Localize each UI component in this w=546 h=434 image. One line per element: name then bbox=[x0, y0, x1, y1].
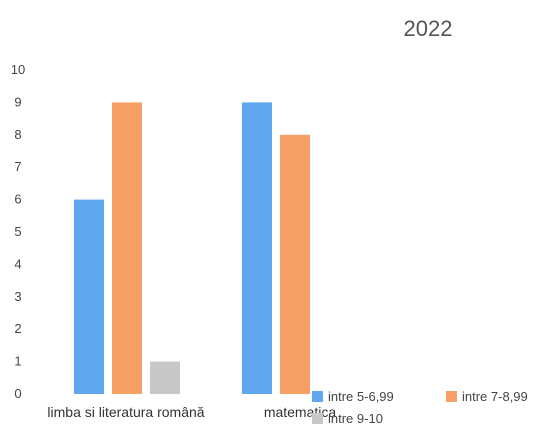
y-tick-label: 8 bbox=[14, 127, 21, 142]
y-tick-label: 0 bbox=[14, 386, 21, 401]
y-tick-label: 4 bbox=[14, 256, 21, 271]
bar bbox=[280, 134, 310, 395]
y-tick-label: 10 bbox=[11, 62, 25, 77]
y-tick-label: 9 bbox=[14, 94, 21, 109]
bar bbox=[74, 199, 104, 394]
y-tick-label: 1 bbox=[14, 354, 21, 369]
chart-title: 2022 bbox=[404, 16, 453, 41]
legend-swatch bbox=[446, 391, 457, 402]
plot-area bbox=[74, 102, 310, 395]
y-axis: 0 1 2 3 4 5 6 7 8 9 10 bbox=[11, 62, 25, 401]
y-tick-label: 3 bbox=[14, 289, 21, 304]
y-tick-label: 7 bbox=[14, 159, 21, 174]
legend-swatch bbox=[312, 413, 323, 424]
y-tick-label: 2 bbox=[14, 321, 21, 336]
legend: intre 5-6,99 intre 7-8,99 intre 9-10 bbox=[312, 389, 528, 426]
legend-swatch bbox=[312, 391, 323, 402]
bar bbox=[242, 102, 272, 395]
y-tick-label: 5 bbox=[14, 224, 21, 239]
x-category-label: limba si literatura română bbox=[47, 404, 204, 420]
x-category-label: matematica bbox=[264, 404, 337, 420]
legend-label: intre 5-6,99 bbox=[328, 389, 394, 404]
legend-label: intre 9-10 bbox=[328, 411, 383, 426]
bar bbox=[112, 102, 142, 395]
bar bbox=[150, 361, 180, 394]
x-axis: limba si literatura română matematica bbox=[47, 404, 336, 420]
y-tick-label: 6 bbox=[14, 192, 21, 207]
legend-label: intre 7-8,99 bbox=[462, 389, 528, 404]
